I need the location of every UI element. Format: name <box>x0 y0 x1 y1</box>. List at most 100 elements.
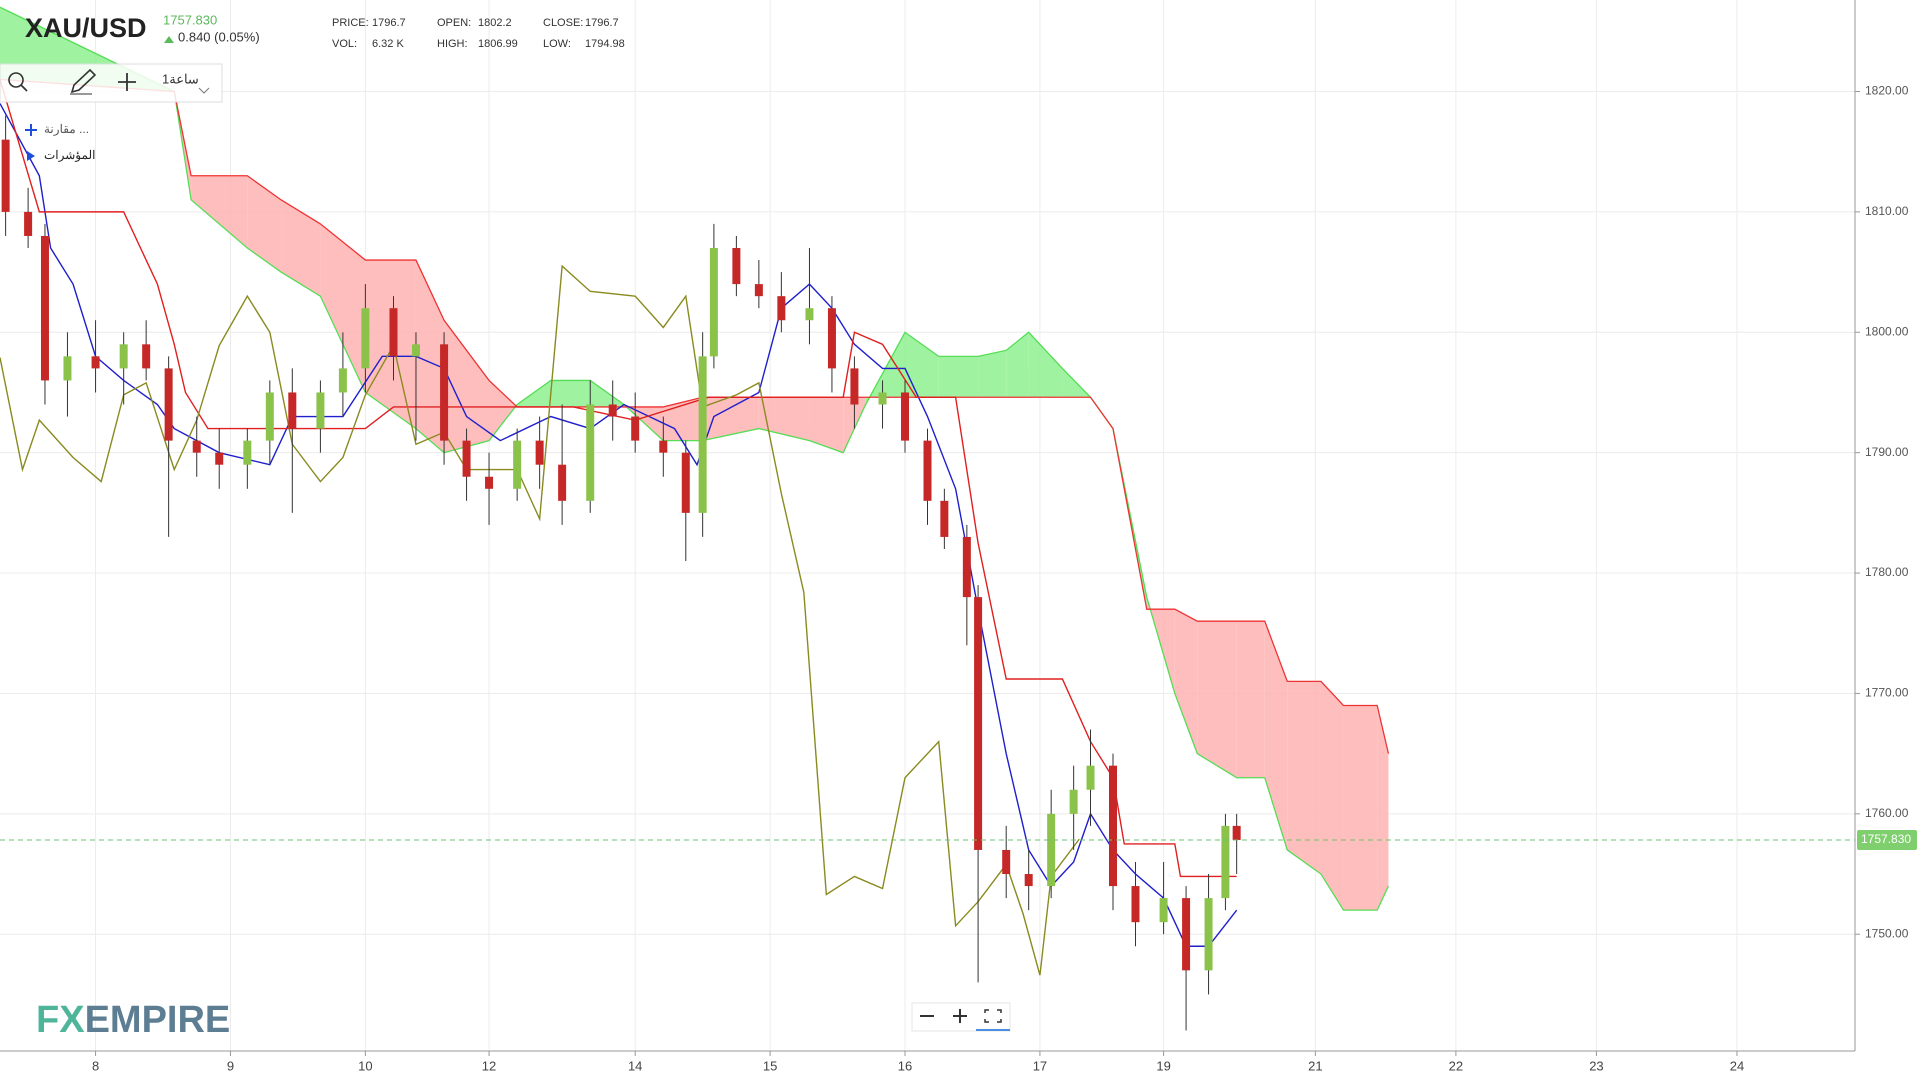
y-tick-label: 1750.00 <box>1865 926 1909 940</box>
toolbar-bg <box>0 63 223 103</box>
x-tick-label: 10 <box>358 1058 372 1073</box>
candle-body <box>361 308 370 369</box>
candle-body <box>243 440 252 465</box>
chevron <box>198 87 210 94</box>
zoom-controls <box>911 1002 1011 1032</box>
candle-body <box>338 368 347 393</box>
candle-body <box>732 248 741 285</box>
search-button[interactable] <box>8 72 28 92</box>
logo-empire: EMPIRE <box>85 999 231 1041</box>
cloud-segment <box>1343 705 1378 911</box>
cloud-segment <box>1377 705 1389 911</box>
candle-body <box>1086 765 1095 790</box>
cloud-edge <box>0 6 1390 911</box>
stat-label: CLOSE: <box>543 17 583 29</box>
cloud-segment <box>247 175 282 273</box>
candle-body <box>940 500 949 537</box>
cloud-segment <box>758 397 810 441</box>
cloud-segment <box>809 397 844 453</box>
stat-value: 1796.7 <box>585 17 619 29</box>
candle-body <box>164 368 173 441</box>
candle-body <box>878 392 887 405</box>
logo-fx: FX <box>36 999 85 1041</box>
stat-value: 1796.7 <box>372 17 406 29</box>
candle-body <box>608 404 617 417</box>
stat-value: 1802.2 <box>478 17 512 29</box>
interval-selector[interactable]: 1ساعة <box>162 71 199 86</box>
up-arrow <box>164 36 174 43</box>
x-tick-label: 17 <box>1033 1058 1047 1073</box>
stat-value: 1794.98 <box>585 38 625 50</box>
x-tick-label: 14 <box>628 1058 642 1073</box>
candle-body <box>316 392 325 429</box>
cloud-segment <box>444 320 490 453</box>
candle-body <box>462 440 471 477</box>
candle-body <box>535 440 544 465</box>
candle-body <box>631 416 640 441</box>
cloud-segment <box>1028 332 1063 398</box>
logo: FXEMPIRE <box>36 999 230 1041</box>
zoom-in[interactable] <box>953 1009 967 1023</box>
overlay: XAU/USD 1757.830 0.840 (0.05%) PRICE: 17… <box>0 12 1011 1041</box>
candle-body <box>805 308 814 321</box>
stat-label: LOW: <box>543 38 571 50</box>
x-tick-label: 9 <box>227 1058 234 1073</box>
candle-body <box>558 464 567 501</box>
y-tick-label: 1810.00 <box>1865 204 1909 218</box>
compare-label[interactable]: مقارنة ... <box>44 122 89 136</box>
candle-body <box>288 392 297 429</box>
candle-body <box>1221 825 1230 899</box>
candle-body <box>1232 825 1241 840</box>
candle-body <box>1024 874 1033 887</box>
last-price: 1757.830 <box>163 12 217 27</box>
candle-body <box>192 440 201 453</box>
candle-body <box>962 536 971 598</box>
candle-body <box>923 440 932 501</box>
x-tick-label: 19 <box>1156 1058 1170 1073</box>
candle-body <box>63 356 72 381</box>
candle-body <box>411 344 420 357</box>
x-tick-label: 23 <box>1589 1058 1603 1073</box>
chart-title: XAU/USD <box>25 13 147 43</box>
indicator-line <box>0 264 1080 976</box>
fullscreen[interactable] <box>984 1009 1002 1023</box>
cloud-segment <box>978 350 1007 398</box>
cloud-segment <box>320 223 366 393</box>
cloud-segment <box>663 397 703 441</box>
x-tick-label: 8 <box>92 1058 99 1073</box>
indicators-button[interactable]: المؤشرات <box>27 148 95 162</box>
cloud-segment <box>1287 681 1321 875</box>
candle-body <box>1002 849 1011 875</box>
candle-body <box>40 235 49 381</box>
cloud-segment <box>1197 621 1237 778</box>
y-tick-label: 1800.00 <box>1865 324 1909 338</box>
x-tick-label: 24 <box>1730 1058 1744 1073</box>
crosshair-button[interactable] <box>118 73 136 91</box>
candle-body <box>1204 898 1213 971</box>
cloud-segment <box>415 260 445 453</box>
cloud-segment <box>905 332 939 398</box>
x-tick-label: 16 <box>898 1058 912 1073</box>
draw-button[interactable] <box>70 68 97 95</box>
y-tick-label: 1780.00 <box>1865 565 1909 579</box>
candle-body <box>1131 886 1140 923</box>
y-tick-label: 1790.00 <box>1865 445 1909 459</box>
indicators-label[interactable]: المؤشرات <box>44 148 95 162</box>
toolbar: 1ساعة <box>0 63 223 103</box>
stat-label: VOL: <box>332 38 357 50</box>
candle-body <box>698 356 707 513</box>
candle-body <box>142 344 151 369</box>
candle-body <box>586 404 595 501</box>
candle-body <box>1 139 10 212</box>
x-tick-label: 21 <box>1308 1058 1322 1073</box>
cloud-segment <box>1174 609 1198 754</box>
cloud-segment <box>1236 621 1265 778</box>
cloud-segment <box>489 380 518 441</box>
y-tick-label: 1820.00 <box>1865 84 1909 98</box>
candle-body <box>1069 789 1078 814</box>
stat-label: OPEN: <box>437 17 471 29</box>
compare-button[interactable]: مقارنة ... <box>25 122 89 136</box>
candle-body <box>974 597 983 850</box>
stat-value: 6.32 K <box>372 38 404 50</box>
